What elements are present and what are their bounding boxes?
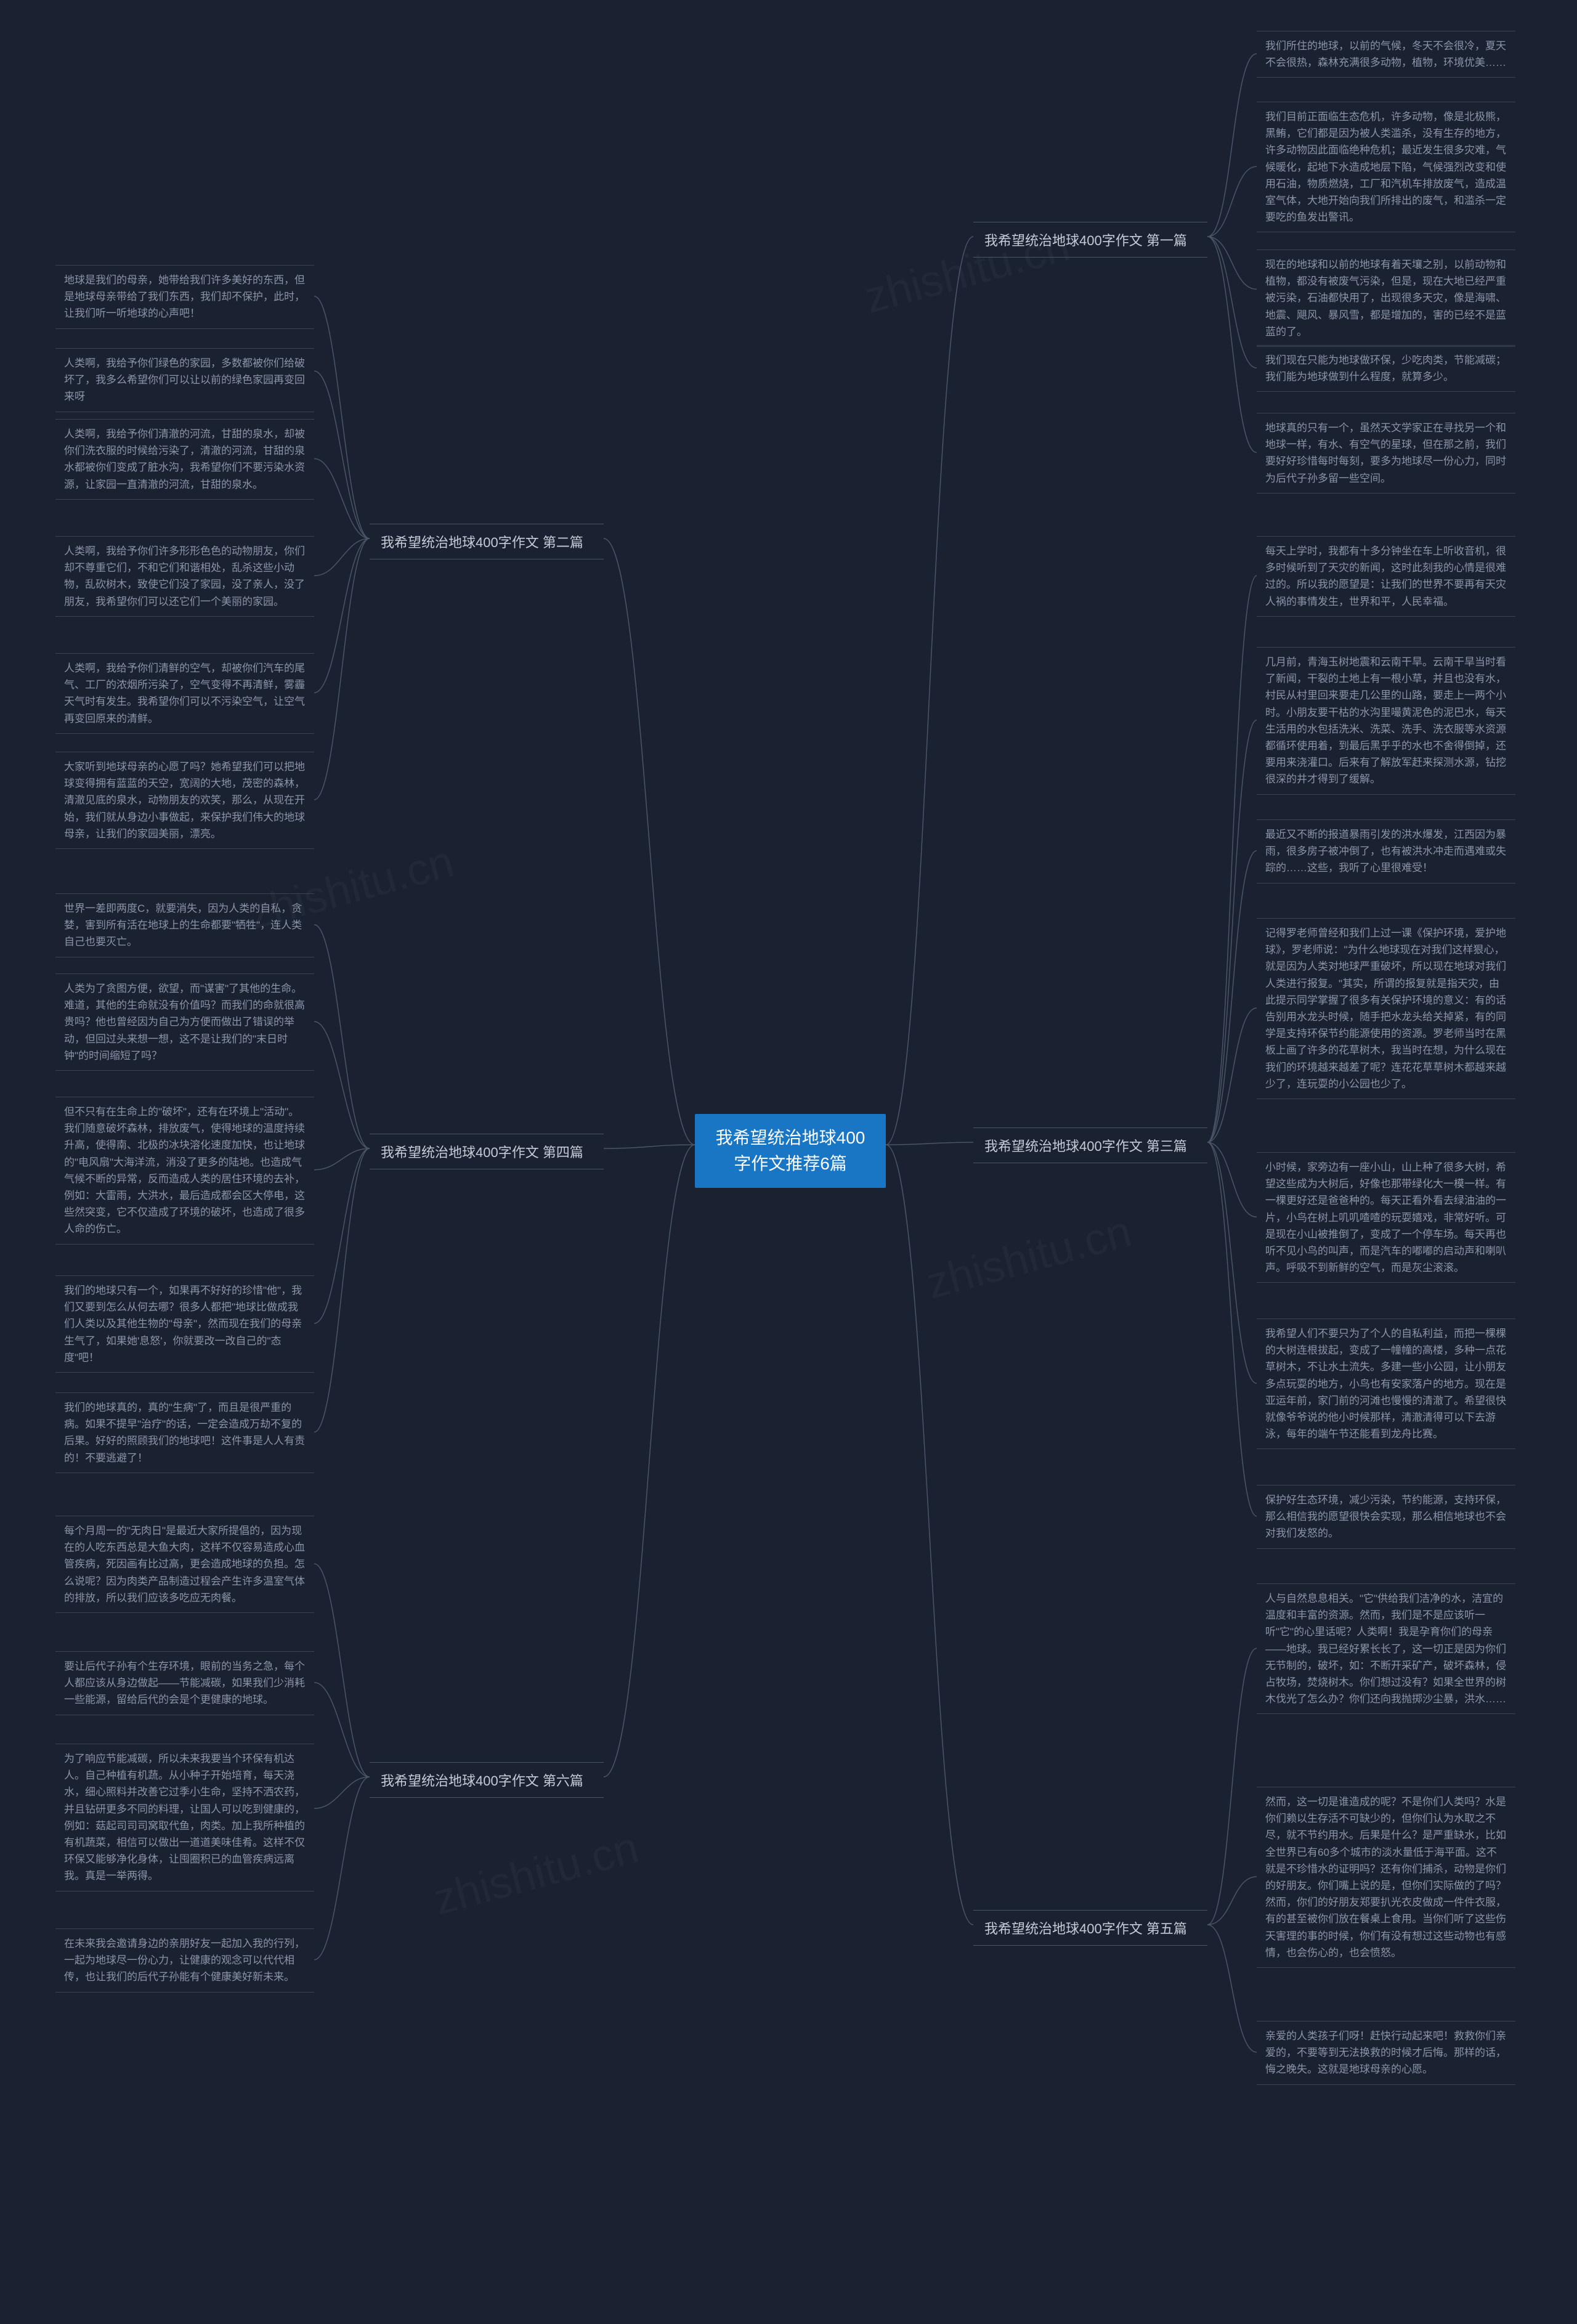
- content-text: 最近又不断的报道暴雨引发的洪水爆发，江西因为暴雨，很多房子被冲倒了，也有被洪水冲…: [1265, 829, 1506, 874]
- content-node: 人类啊，我给予你们许多形形色色的动物朋友，你们却不尊重它们，不和它们和谐相处，乱…: [55, 536, 314, 617]
- content-node: 我希望人们不要只为了个人的自私利益，而把一棵棵的大树连根拔起，变成了一幢幢的高楼…: [1257, 1318, 1515, 1449]
- section-node: 我希望统治地球400字作文 第四篇: [370, 1134, 604, 1169]
- content-node: 人与自然息息相关。"它"供给我们洁净的水，洁宜的温度和丰富的资源。然而，我们是不…: [1257, 1583, 1515, 1714]
- content-node: 保护好生态环境，减少污染，节约能源，支持环保，那么相信我的愿望很快会实现，那么相…: [1257, 1485, 1515, 1549]
- content-text: 我们目前正面临生态危机，许多动物，像是北极熊，黑鲔，它们都是因为被人类滥杀，没有…: [1265, 111, 1506, 223]
- watermark: zhishitu.cn: [921, 1206, 1137, 1309]
- central-topic: 我希望统治地球400字作文推荐6篇: [695, 1114, 886, 1188]
- content-text: 现在的地球和以前的地球有着天壤之别，以前动物和植物，都没有被废气污染，但是，现在…: [1265, 259, 1506, 338]
- content-text: 人类啊，我给予你们清鲜的空气，却被你们汽车的尾气、工厂的浓烟所污染了，空气变得不…: [64, 662, 305, 725]
- content-text: 保护好生态环境，减少污染，节约能源，支持环保，那么相信我的愿望很快会实现，那么相…: [1265, 1494, 1506, 1539]
- section-node: 我希望统治地球400字作文 第一篇: [973, 222, 1207, 258]
- content-text: 人类啊，我给予你们清澈的河流，甘甜的泉水，却被你们洗衣服的时候给污染了，清澈的河…: [64, 428, 305, 490]
- content-node: 每个月周一的"无肉日"是最近大家所提倡的，因为现在的人吃东西总是大鱼大肉，这样不…: [55, 1516, 314, 1613]
- content-node: 大家听到地球母亲的心愿了吗？她希望我们可以把地球变得拥有蓝蓝的天空，宽阔的大地，…: [55, 752, 314, 849]
- content-text: 我们所住的地球，以前的气候，冬天不会很冷，夏天不会很热，森林充满很多动物，植物，…: [1265, 40, 1506, 68]
- content-text: 世界一差即两度C，就要消失，因为人类的自私，贪婪，害到所有活在地球上的生命都要"…: [64, 903, 302, 948]
- section-node: 我希望统治地球400字作文 第五篇: [973, 1910, 1207, 1946]
- content-text: 我们的地球真的，真的"生病"了，而且是很严重的病。如果不提早"治疗"的话，一定会…: [64, 1402, 305, 1464]
- content-text: 要让后代子孙有个生存环境，眼前的当务之急，每个人都应该从身边做起——节能减碳，如…: [64, 1660, 305, 1705]
- content-node: 为了响应节能减碳，所以未来我要当个环保有机达人。自己种植有机蔬。从小种子开始培育…: [55, 1744, 314, 1891]
- watermark: zhishitu.cn: [428, 1822, 644, 1925]
- content-node: 人类啊，我给予你们绿色的家园，多数都被你们给破坏了，我多么希望你们可以让以前的绿…: [55, 348, 314, 412]
- content-node: 我们目前正面临生态危机，许多动物，像是北极熊，黑鲔，它们都是因为被人类滥杀，没有…: [1257, 102, 1515, 232]
- content-node: 我们所住的地球，以前的气候，冬天不会很冷，夏天不会很热，森林充满很多动物，植物，…: [1257, 31, 1515, 78]
- content-text: 我希望人们不要只为了个人的自私利益，而把一棵棵的大树连根拔起，变成了一幢幢的高楼…: [1265, 1328, 1506, 1440]
- content-text: 地球是我们的母亲，她带给我们许多美好的东西，但是地球母亲带给了我们东西，我们却不…: [64, 274, 305, 319]
- content-node: 但不只有在生命上的"破坏"，还有在环境上"活动"。我们随意破坏森林，排放废气，使…: [55, 1097, 314, 1245]
- content-node: 地球是我们的母亲，她带给我们许多美好的东西，但是地球母亲带给了我们东西，我们却不…: [55, 265, 314, 329]
- section-node: 我希望统治地球400字作文 第六篇: [370, 1762, 604, 1798]
- central-topic-text: 我希望统治地球400字作文推荐6篇: [716, 1128, 866, 1173]
- content-text: 大家听到地球母亲的心愿了吗？她希望我们可以把地球变得拥有蓝蓝的天空，宽阔的大地，…: [64, 761, 305, 840]
- content-text: 亲爱的人类孩子们呀！赶快行动起来吧！救救你们亲爱的，不要等到无法换救的时候才后悔…: [1265, 2030, 1506, 2075]
- content-node: 人类为了贪图方便，欲望，而"谋害"了其他的生命。难道，其他的生命就没有价值吗？而…: [55, 973, 314, 1071]
- content-text: 人类为了贪图方便，欲望，而"谋害"了其他的生命。难道，其他的生命就没有价值吗？而…: [64, 983, 305, 1062]
- section-label: 我希望统治地球400字作文 第一篇: [984, 233, 1187, 248]
- content-node: 我们的地球真的，真的"生病"了，而且是很严重的病。如果不提早"治疗"的话，一定会…: [55, 1392, 314, 1473]
- content-node: 几月前，青海玉树地震和云南干旱。云南干旱当时看了新闻，干裂的土地上有一根小草，并…: [1257, 647, 1515, 795]
- section-node: 我希望统治地球400字作文 第三篇: [973, 1127, 1207, 1163]
- section-label: 我希望统治地球400字作文 第二篇: [381, 535, 583, 550]
- content-node: 要让后代子孙有个生存环境，眼前的当务之急，每个人都应该从身边做起——节能减碳，如…: [55, 1651, 314, 1715]
- section-label: 我希望统治地球400字作文 第三篇: [984, 1139, 1187, 1154]
- content-text: 小时候，家旁边有一座小山，山上种了很多大树，希望这些成为大树后，好像也那带绿化大…: [1265, 1161, 1506, 1274]
- content-node: 世界一差即两度C，就要消失，因为人类的自私，贪婪，害到所有活在地球上的生命都要"…: [55, 893, 314, 957]
- content-text: 地球真的只有一个，虽然天文学家正在寻找另一个和地球一样，有水、有空气的星球，但在…: [1265, 422, 1506, 484]
- content-node: 然而，这一切是谁造成的呢？不是你们人类吗？水是你们赖以生存活不可缺少的，但你们认…: [1257, 1787, 1515, 1968]
- content-node: 最近又不断的报道暴雨引发的洪水爆发，江西因为暴雨，很多房子被冲倒了，也有被洪水冲…: [1257, 819, 1515, 884]
- content-text: 每天上学时，我都有十多分钟坐在车上听收音机，很多时候听到了天灾的新闻，这时此刻我…: [1265, 545, 1506, 607]
- section-label: 我希望统治地球400字作文 第四篇: [381, 1145, 583, 1160]
- section-node: 我希望统治地球400字作文 第二篇: [370, 524, 604, 559]
- content-text: 为了响应节能减碳，所以未来我要当个环保有机达人。自己种植有机蔬。从小种子开始培育…: [64, 1753, 305, 1882]
- content-text: 记得罗老师曾经和我们上过一课《保护环境，爱护地球》，罗老师说："为什么地球现在对…: [1265, 927, 1506, 1090]
- content-node: 现在的地球和以前的地球有着天壤之别，以前动物和植物，都没有被废气污染，但是，现在…: [1257, 250, 1515, 347]
- content-node: 人类啊，我给予你们清鲜的空气，却被你们汽车的尾气、工厂的浓烟所污染了，空气变得不…: [55, 653, 314, 734]
- content-node: 记得罗老师曾经和我们上过一课《保护环境，爱护地球》，罗老师说："为什么地球现在对…: [1257, 918, 1515, 1099]
- content-node: 我们现在只能为地球做环保，少吃肉类，节能减碳；我们能为地球做到什么程度，就算多少…: [1257, 345, 1515, 392]
- section-label: 我希望统治地球400字作文 第六篇: [381, 1773, 583, 1789]
- content-node: 人类啊，我给予你们清澈的河流，甘甜的泉水，却被你们洗衣服的时候给污染了，清澈的河…: [55, 419, 314, 500]
- content-node: 地球真的只有一个，虽然天文学家正在寻找另一个和地球一样，有水、有空气的星球，但在…: [1257, 413, 1515, 494]
- content-text: 然而，这一切是谁造成的呢？不是你们人类吗？水是你们赖以生存活不可缺少的，但你们认…: [1265, 1796, 1506, 1959]
- content-node: 小时候，家旁边有一座小山，山上种了很多大树，希望这些成为大树后，好像也那带绿化大…: [1257, 1152, 1515, 1283]
- content-text: 人与自然息息相关。"它"供给我们洁净的水，洁宜的温度和丰富的资源。然而，我们是不…: [1265, 1593, 1506, 1705]
- content-node: 在未来我会邀请身边的亲朋好友一起加入我的行列，一起为地球尽一份心力，让健康的观念…: [55, 1928, 314, 1993]
- content-text: 人类啊，我给予你们许多形形色色的动物朋友，你们却不尊重它们，不和它们和谐相处，乱…: [64, 545, 305, 607]
- section-label: 我希望统治地球400字作文 第五篇: [984, 1921, 1187, 1936]
- content-node: 每天上学时，我都有十多分钟坐在车上听收音机，很多时候听到了天灾的新闻，这时此刻我…: [1257, 536, 1515, 617]
- content-text: 我们现在只能为地球做环保，少吃肉类，节能减碳；我们能为地球做到什么程度，就算多少…: [1265, 354, 1506, 383]
- content-text: 但不只有在生命上的"破坏"，还有在环境上"活动"。我们随意破坏森林，排放废气，使…: [64, 1106, 305, 1235]
- content-text: 人类啊，我给予你们绿色的家园，多数都被你们给破坏了，我多么希望你们可以让以前的绿…: [64, 357, 305, 402]
- content-node: 亲爱的人类孩子们呀！赶快行动起来吧！救救你们亲爱的，不要等到无法换救的时候才后悔…: [1257, 2021, 1515, 2085]
- content-node: 我们的地球只有一个，如果再不好好的珍惜"他"，我们又要到怎么从何去哪？很多人都把…: [55, 1275, 314, 1373]
- content-text: 我们的地球只有一个，如果再不好好的珍惜"他"，我们又要到怎么从何去哪？很多人都把…: [64, 1285, 302, 1363]
- content-text: 每个月周一的"无肉日"是最近大家所提倡的，因为现在的人吃东西总是大鱼大肉，这样不…: [64, 1525, 305, 1604]
- content-text: 在未来我会邀请身边的亲朋好友一起加入我的行列，一起为地球尽一份心力，让健康的观念…: [64, 1938, 305, 1983]
- content-text: 几月前，青海玉树地震和云南干旱。云南干旱当时看了新闻，干裂的土地上有一根小草，并…: [1265, 656, 1506, 785]
